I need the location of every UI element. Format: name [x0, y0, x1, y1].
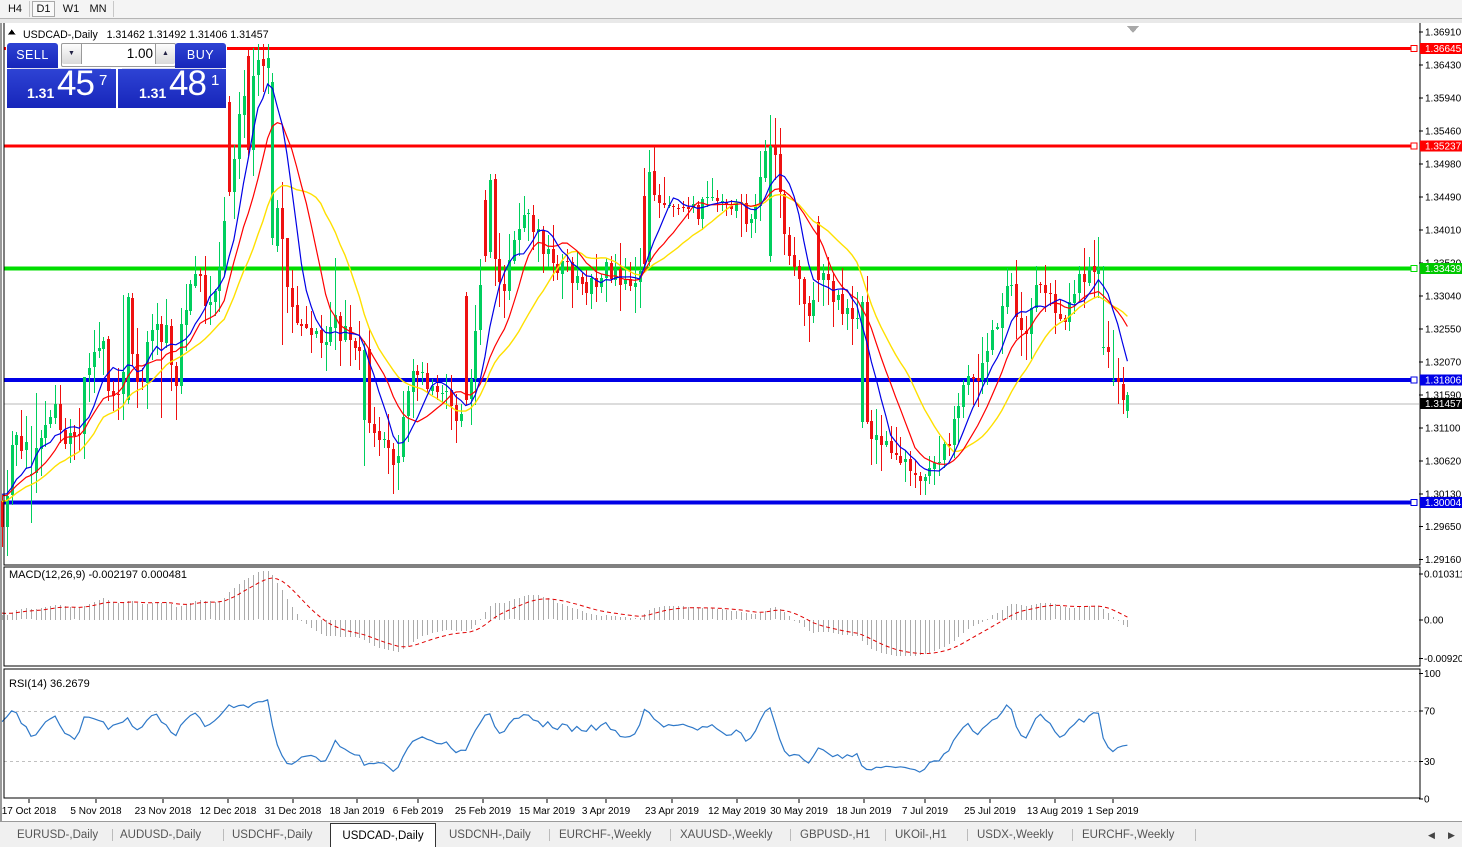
- svg-text:17 Oct 2018: 17 Oct 2018: [2, 806, 57, 817]
- svg-text:1.29650: 1.29650: [1425, 522, 1462, 533]
- svg-text:5 Nov 2018: 5 Nov 2018: [70, 806, 122, 817]
- svg-text:6 Feb 2019: 6 Feb 2019: [393, 806, 444, 817]
- svg-text:MACD(12,26,9) -0.002197 0.0004: MACD(12,26,9) -0.002197 0.000481: [9, 569, 187, 581]
- svg-text:13 Aug 2019: 13 Aug 2019: [1027, 806, 1084, 817]
- svg-text:1.30004: 1.30004: [1425, 498, 1462, 509]
- svg-text:1.31590: 1.31590: [1425, 390, 1462, 401]
- svg-text:1.34980: 1.34980: [1425, 160, 1462, 171]
- svg-text:12 Dec 2018: 12 Dec 2018: [200, 806, 257, 817]
- svg-text:30 May 2019: 30 May 2019: [770, 806, 828, 817]
- svg-text:18 Jun 2019: 18 Jun 2019: [836, 806, 891, 817]
- svg-text:1.35460: 1.35460: [1425, 127, 1462, 138]
- svg-text:1.33040: 1.33040: [1425, 292, 1462, 303]
- svg-text:1.33439: 1.33439: [1425, 264, 1462, 275]
- svg-text:1.36910: 1.36910: [1425, 28, 1462, 39]
- svg-text:3 Apr 2019: 3 Apr 2019: [582, 806, 631, 817]
- svg-text:1.36645: 1.36645: [1425, 44, 1462, 55]
- svg-text:-0.009203: -0.009203: [1424, 654, 1462, 665]
- svg-text:0.010311: 0.010311: [1424, 570, 1462, 581]
- svg-text:0: 0: [1424, 795, 1430, 806]
- svg-text:1 Sep 2019: 1 Sep 2019: [1087, 806, 1139, 817]
- svg-text:1.34010: 1.34010: [1425, 226, 1462, 237]
- svg-text:23 Nov 2018: 23 Nov 2018: [135, 806, 192, 817]
- svg-text:1.30130: 1.30130: [1425, 489, 1462, 500]
- svg-text:USDCAD-,Daily 1.31462 1.3149: USDCAD-,Daily 1.31462 1.31492 1.31406 1.…: [23, 29, 269, 41]
- svg-text:23 Apr 2019: 23 Apr 2019: [645, 806, 699, 817]
- svg-text:100: 100: [1424, 669, 1441, 680]
- svg-text:1.31100: 1.31100: [1425, 423, 1461, 434]
- svg-text:25 Jul 2019: 25 Jul 2019: [964, 806, 1016, 817]
- svg-text:1.31806: 1.31806: [1425, 375, 1462, 386]
- svg-text:12 May 2019: 12 May 2019: [708, 806, 766, 817]
- svg-text:15 Mar 2019: 15 Mar 2019: [519, 806, 576, 817]
- svg-text:RSI(14) 36.2679: RSI(14) 36.2679: [9, 678, 90, 690]
- svg-text:30: 30: [1424, 757, 1436, 768]
- svg-text:1.36430: 1.36430: [1425, 61, 1462, 72]
- svg-text:18 Jan 2019: 18 Jan 2019: [329, 806, 384, 817]
- svg-text:1.29160: 1.29160: [1425, 555, 1462, 566]
- svg-text:31 Dec 2018: 31 Dec 2018: [265, 806, 322, 817]
- svg-text:7 Jul 2019: 7 Jul 2019: [902, 806, 949, 817]
- svg-text:25 Feb 2019: 25 Feb 2019: [455, 806, 512, 817]
- svg-text:70: 70: [1424, 707, 1436, 718]
- svg-text:1.32070: 1.32070: [1425, 357, 1462, 368]
- svg-text:1.35940: 1.35940: [1425, 94, 1462, 105]
- svg-text:1.34490: 1.34490: [1425, 193, 1462, 204]
- svg-text:1.32550: 1.32550: [1425, 324, 1462, 335]
- svg-text:1.35237: 1.35237: [1425, 142, 1462, 153]
- svg-text:1.30620: 1.30620: [1425, 456, 1462, 467]
- svg-text:0.00: 0.00: [1424, 615, 1444, 626]
- svg-text:1.31457: 1.31457: [1425, 399, 1462, 410]
